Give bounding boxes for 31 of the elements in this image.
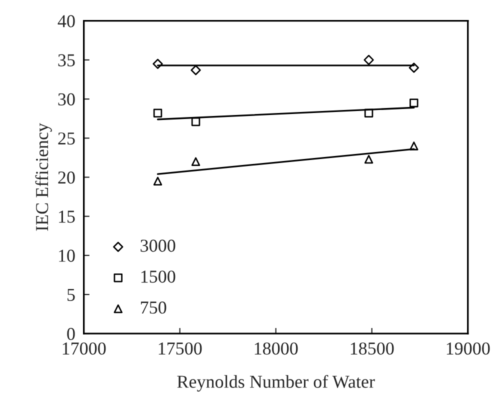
y-tick-label: 5 — [68, 288, 75, 301]
x-tick-label: 17500 — [158, 342, 202, 355]
point — [408, 62, 419, 73]
y-tick-label: 40 — [58, 15, 75, 28]
point — [410, 142, 418, 150]
point — [190, 65, 201, 76]
legend-label: 750 — [140, 302, 166, 314]
point — [364, 154, 374, 164]
y-tick-label: 30 — [58, 93, 75, 106]
y-axis-title: IEC Efficiency — [35, 123, 52, 231]
y-tick-label: 10 — [59, 250, 75, 262]
x-tick-label: 18500 — [350, 342, 394, 355]
y-tick-label: 0 — [67, 328, 75, 340]
y-tick-label: 15 — [59, 210, 75, 223]
legend-label: 1500 — [141, 270, 176, 283]
x-tick-label: 18000 — [254, 342, 298, 355]
x-tick-label: 17000 — [62, 342, 106, 355]
point — [364, 54, 374, 66]
point — [153, 108, 162, 118]
x-axis-title: Reynolds Number of Water — [177, 374, 375, 392]
point — [191, 117, 200, 126]
x-tick-label: 19000 — [446, 342, 490, 355]
y-tick-label: 25 — [58, 132, 75, 145]
point — [191, 157, 200, 166]
point — [152, 58, 163, 69]
y-tick-label: 35 — [58, 54, 75, 66]
y-tick-label: 20 — [58, 171, 75, 184]
point — [364, 108, 374, 118]
point — [153, 176, 162, 186]
point — [410, 98, 418, 108]
legend-label: 3000 — [140, 240, 176, 252]
